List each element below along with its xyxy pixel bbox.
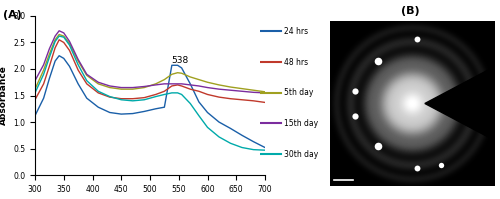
- Point: [351, 114, 359, 117]
- Point: [374, 59, 382, 62]
- Text: 15th day: 15th day: [284, 119, 318, 128]
- Text: 5 1/nm: 5 1/nm: [334, 185, 351, 190]
- Text: 538: 538: [172, 56, 188, 65]
- Polygon shape: [425, 66, 495, 141]
- Y-axis label: Absorbance: Absorbance: [0, 66, 8, 125]
- Point: [374, 145, 382, 148]
- Point: [412, 38, 420, 41]
- Point: [438, 164, 446, 167]
- Text: (A): (A): [2, 10, 22, 20]
- Text: 24 hrs: 24 hrs: [284, 27, 308, 36]
- Point: [351, 90, 359, 93]
- Text: 30th day: 30th day: [284, 149, 319, 159]
- Text: 5th day: 5th day: [284, 88, 314, 97]
- Text: (B): (B): [400, 6, 419, 16]
- Text: 48 hrs: 48 hrs: [284, 58, 308, 67]
- Point: [412, 166, 420, 169]
